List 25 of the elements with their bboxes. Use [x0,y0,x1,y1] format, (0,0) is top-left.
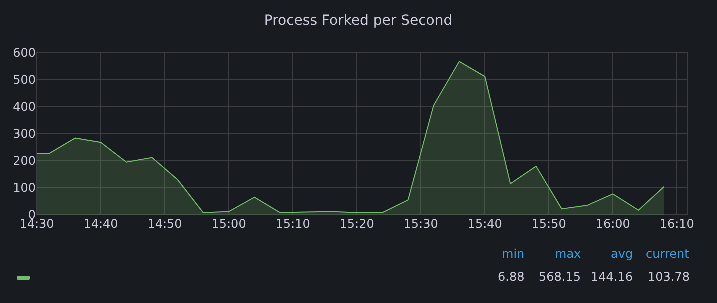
y-tick-label: 600 [13,46,36,60]
y-tick-label: 500 [13,73,36,88]
text: 103.78 [648,270,690,284]
y-tick-label: 100 [13,181,36,196]
x-tick-label: 15:00 [212,217,246,231]
x-tick-label: 14:40 [84,217,118,231]
x-tick-label: 15:50 [532,217,566,231]
text: 144.16 [591,270,633,284]
text: current [646,247,690,261]
y-tick-label: 300 [13,127,36,142]
y-tick-label: 200 [13,154,36,168]
y-tick-label: 400 [13,100,36,114]
text: max [555,247,582,261]
x-tick-label: 15:20 [340,217,374,231]
chart-title: Process Forked per Second [264,12,453,29]
x-tick-label: 16:10 [660,217,694,231]
x-tick-label: 14:50 [148,217,182,231]
x-tick-label: 15:30 [404,217,438,231]
text: min [502,247,525,261]
text: 568.15 [539,270,581,284]
text: 6.88 [498,270,525,284]
x-tick-label: 15:10 [276,217,310,231]
text: avg [611,247,634,261]
x-tick-label: 15:40 [468,217,502,231]
x-tick-label: 16:00 [596,217,630,231]
